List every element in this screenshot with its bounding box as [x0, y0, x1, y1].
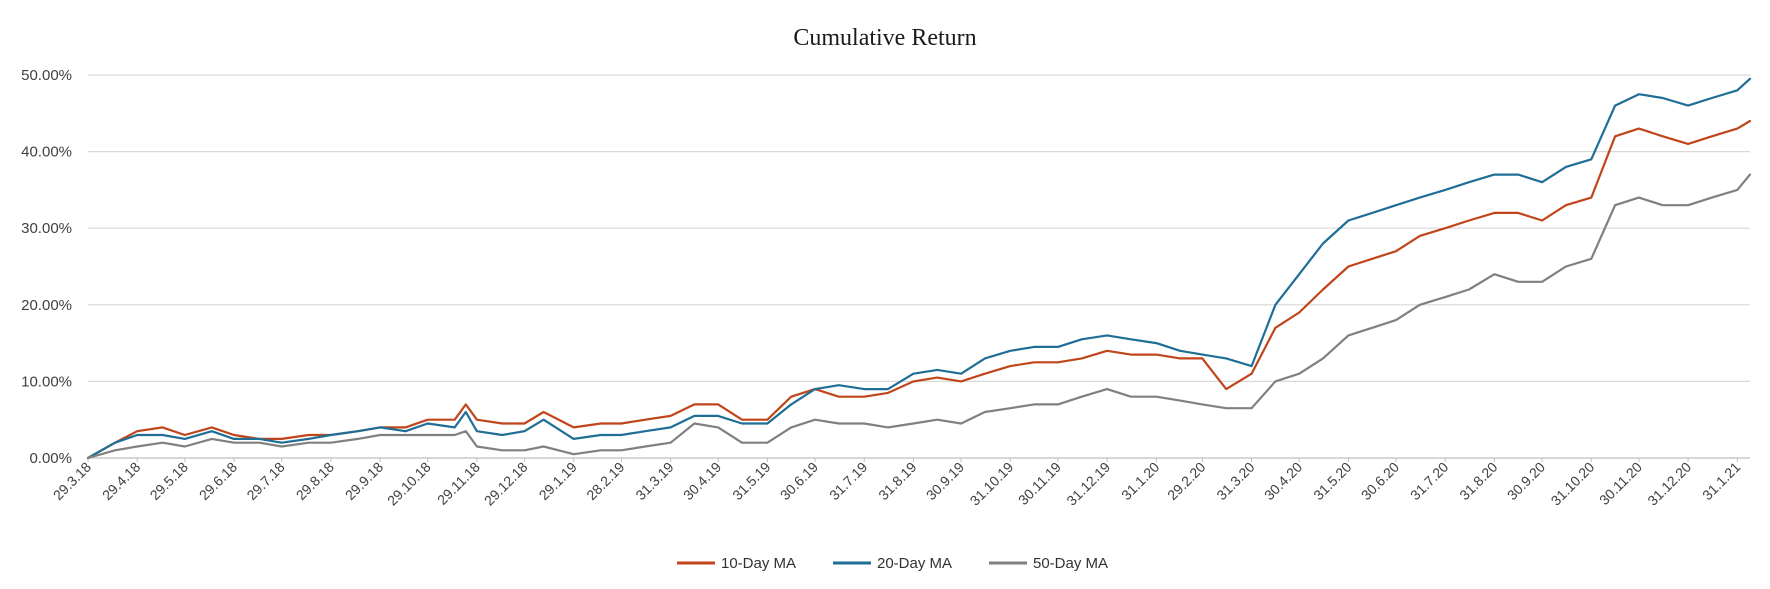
x-tick-label: 29.6.18	[196, 459, 240, 503]
x-tick-label: 29.11.18	[434, 459, 483, 508]
x-axis-tick-labels: 29.3.18 29.4.18 29.5.18 29.6.18 29.7.18 29.8.…	[50, 458, 1744, 509]
x-tick-label: 30.11.19	[1015, 459, 1064, 508]
x-tick-label: 31.3.20	[1213, 459, 1257, 503]
x-tick-label: 31.7.20	[1407, 459, 1451, 503]
x-tick-label: 31.5.20	[1310, 459, 1354, 503]
x-tick-label: 29.7.18	[243, 459, 287, 503]
x-tick-label: 31.3.19	[632, 459, 676, 503]
x-tick-label: 29.2.20	[1164, 459, 1208, 503]
series-lines	[86, 77, 1752, 460]
x-tick-label: 31.12.19	[1063, 459, 1113, 509]
legend: 10-Day MA 20-Day MA 50-Day MA	[677, 555, 1108, 572]
x-tick-label: 30.11.20	[1596, 459, 1645, 508]
x-tick-label: 29.1.19	[536, 459, 580, 503]
x-tick-label: 30.9.20	[1504, 459, 1548, 503]
x-tick-label: 28.2.19	[583, 459, 627, 503]
series-line-10-day-ma	[86, 119, 1752, 460]
x-tick-label: 29.9.18	[342, 459, 386, 503]
x-tick-label: 29.5.18	[147, 459, 191, 503]
y-tick-label: 50.00%	[21, 67, 72, 84]
x-tick-label: 31.10.19	[967, 459, 1017, 509]
x-tick-label: 31.7.19	[826, 459, 870, 503]
x-tick-label: 30.4.19	[680, 459, 724, 503]
x-tick-label: 30.6.20	[1358, 459, 1402, 503]
legend-label-50-day-ma: 50-Day MA	[1033, 555, 1108, 572]
series-line-50-day-ma	[86, 173, 1752, 460]
x-tick-label: 29.12.18	[481, 459, 531, 509]
x-tick-label: 31.1.21	[1699, 459, 1743, 503]
x-tick-label: 31.1.20	[1118, 459, 1162, 503]
y-tick-label: 20.00%	[21, 297, 72, 314]
x-tick-label: 31.10.20	[1548, 459, 1598, 509]
x-tick-label: 31.8.19	[875, 459, 919, 503]
y-axis-tick-labels: 0.00% 10.00% 20.00% 30.00% 40.00% 50.00%	[21, 67, 72, 467]
x-tick-label: 29.4.18	[99, 459, 143, 503]
x-tick-label: 30.4.20	[1261, 459, 1305, 503]
legend-label-20-day-ma: 20-Day MA	[877, 555, 952, 572]
grid-lines	[88, 74, 1750, 382]
x-tick-label: 31.5.19	[729, 459, 773, 503]
x-tick-label: 31.8.20	[1456, 459, 1500, 503]
x-tick-label: 31.12.20	[1644, 459, 1694, 509]
y-tick-label: 0.00%	[29, 450, 72, 467]
y-tick-label: 30.00%	[21, 220, 72, 237]
legend-label-10-day-ma: 10-Day MA	[721, 555, 796, 572]
x-tick-label: 30.9.19	[923, 459, 967, 503]
y-tick-label: 10.00%	[21, 373, 72, 390]
chart-title: Cumulative Return	[793, 25, 976, 51]
x-tick-label: 30.6.19	[777, 459, 821, 503]
x-tick-label: 29.8.18	[293, 459, 337, 503]
x-tick-label: 29.10.18	[384, 459, 434, 509]
y-tick-label: 40.00%	[21, 144, 72, 161]
series-line-20-day-ma	[86, 77, 1752, 460]
